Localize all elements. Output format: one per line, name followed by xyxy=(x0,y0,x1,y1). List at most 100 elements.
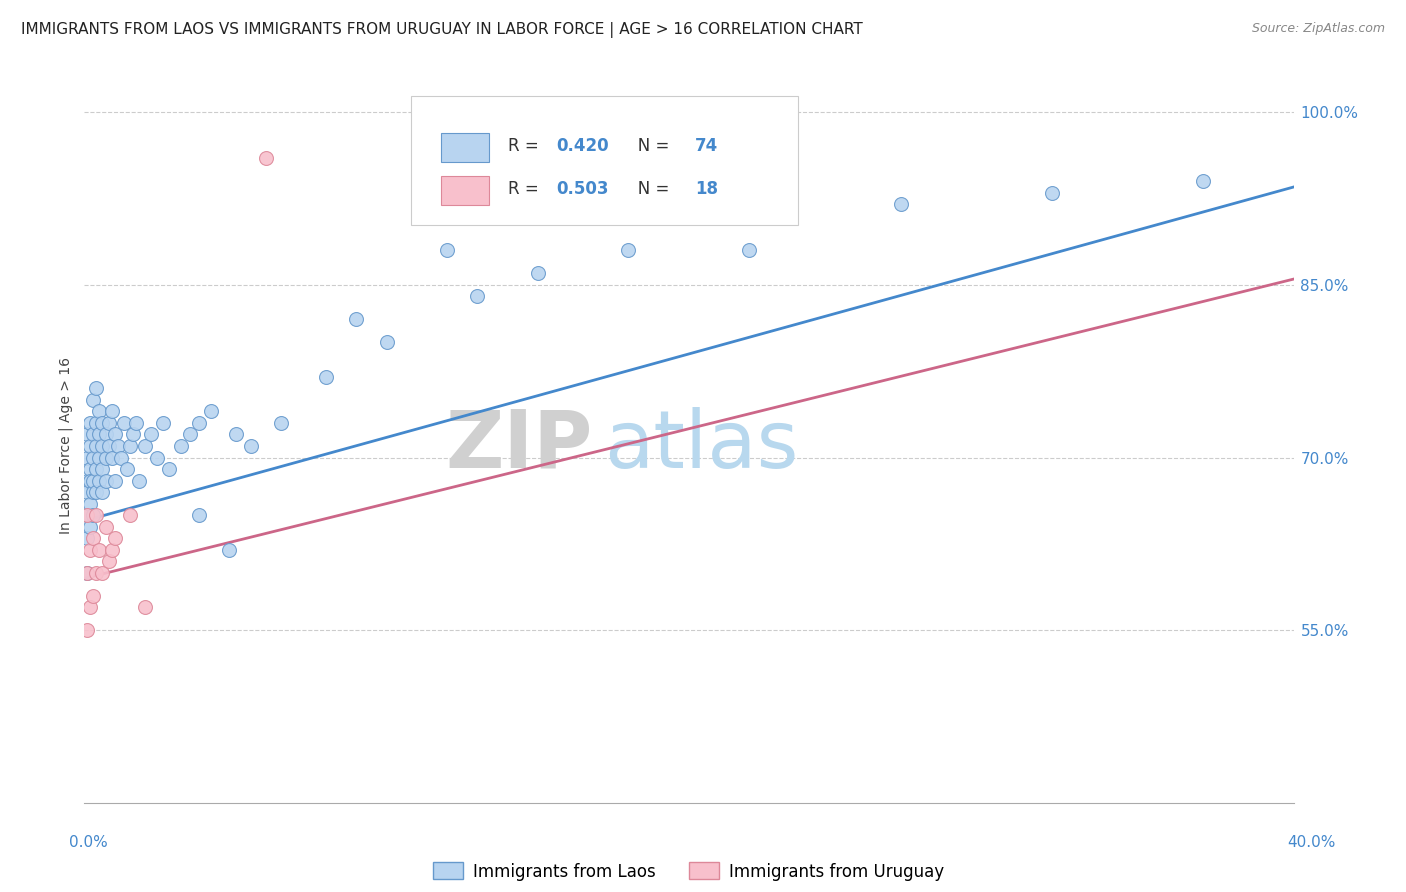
Text: R =: R = xyxy=(508,137,544,155)
Point xyxy=(86,416,108,430)
Point xyxy=(218,542,240,557)
Text: ZIP: ZIP xyxy=(444,407,592,485)
Point xyxy=(86,485,108,500)
Point xyxy=(315,370,337,384)
Point xyxy=(157,462,180,476)
Point xyxy=(738,244,761,258)
Point xyxy=(110,450,132,465)
Point xyxy=(270,416,292,430)
Point xyxy=(82,531,104,545)
Point xyxy=(375,335,398,350)
Text: R =: R = xyxy=(508,180,544,198)
Point xyxy=(76,508,98,522)
Point xyxy=(82,485,104,500)
Point xyxy=(118,508,141,522)
Text: 0.0%: 0.0% xyxy=(69,836,108,850)
Point xyxy=(89,474,111,488)
Point xyxy=(346,312,368,326)
Point xyxy=(526,266,548,280)
Point xyxy=(79,474,101,488)
Point xyxy=(104,474,127,488)
Point xyxy=(254,151,277,165)
Point xyxy=(97,439,120,453)
Point xyxy=(82,589,104,603)
Point xyxy=(94,474,117,488)
Point xyxy=(104,531,127,545)
FancyBboxPatch shape xyxy=(441,134,489,162)
Point xyxy=(94,519,117,533)
Point xyxy=(104,427,127,442)
Point xyxy=(97,554,120,568)
Text: 0.420: 0.420 xyxy=(555,137,609,155)
Point xyxy=(76,508,98,522)
Text: N =: N = xyxy=(623,137,675,155)
Text: atlas: atlas xyxy=(605,407,799,485)
Point xyxy=(82,427,104,442)
Point xyxy=(91,462,114,476)
Point xyxy=(91,566,114,580)
Point xyxy=(100,450,122,465)
Point xyxy=(76,427,98,442)
Point xyxy=(89,427,111,442)
Point xyxy=(86,439,108,453)
Point xyxy=(125,416,148,430)
Point xyxy=(91,416,114,430)
Point xyxy=(76,623,98,637)
Point xyxy=(91,439,114,453)
Point xyxy=(200,404,222,418)
Text: 74: 74 xyxy=(695,137,718,155)
Point xyxy=(890,197,912,211)
Point xyxy=(89,542,111,557)
Point xyxy=(134,439,156,453)
Point xyxy=(121,427,143,442)
Point xyxy=(617,244,640,258)
Point xyxy=(76,531,98,545)
Point xyxy=(79,497,101,511)
Point xyxy=(225,427,247,442)
Point xyxy=(94,427,117,442)
Point xyxy=(1191,174,1213,188)
Point xyxy=(86,462,108,476)
FancyBboxPatch shape xyxy=(411,96,797,225)
Point xyxy=(76,474,98,488)
Point xyxy=(86,566,108,580)
Text: 40.0%: 40.0% xyxy=(1288,836,1336,850)
Point xyxy=(76,566,98,580)
Point xyxy=(79,416,101,430)
Point xyxy=(107,439,129,453)
Point xyxy=(152,416,174,430)
Point xyxy=(82,508,104,522)
Point xyxy=(179,427,201,442)
Point xyxy=(112,416,135,430)
Point xyxy=(79,519,101,533)
Point xyxy=(82,392,104,407)
Text: 0.503: 0.503 xyxy=(555,180,609,198)
Point xyxy=(100,542,122,557)
Text: IMMIGRANTS FROM LAOS VS IMMIGRANTS FROM URUGUAY IN LABOR FORCE | AGE > 16 CORREL: IMMIGRANTS FROM LAOS VS IMMIGRANTS FROM … xyxy=(21,22,863,38)
Point xyxy=(79,439,101,453)
Point xyxy=(79,600,101,615)
Point xyxy=(115,462,138,476)
Point xyxy=(467,289,489,303)
Point xyxy=(76,566,98,580)
Point xyxy=(91,485,114,500)
Point xyxy=(134,600,156,615)
Text: Source: ZipAtlas.com: Source: ZipAtlas.com xyxy=(1251,22,1385,36)
Point xyxy=(118,439,141,453)
Point xyxy=(188,508,211,522)
Point xyxy=(82,450,104,465)
FancyBboxPatch shape xyxy=(441,177,489,205)
Text: 18: 18 xyxy=(695,180,718,198)
Point xyxy=(76,485,98,500)
Point xyxy=(128,474,150,488)
Point xyxy=(82,474,104,488)
Point xyxy=(1040,186,1063,200)
Point xyxy=(436,244,458,258)
Y-axis label: In Labor Force | Age > 16: In Labor Force | Age > 16 xyxy=(59,358,73,534)
Point xyxy=(89,450,111,465)
Point xyxy=(97,416,120,430)
Point xyxy=(170,439,193,453)
Point xyxy=(100,404,122,418)
Text: N =: N = xyxy=(623,180,675,198)
Point xyxy=(79,462,101,476)
